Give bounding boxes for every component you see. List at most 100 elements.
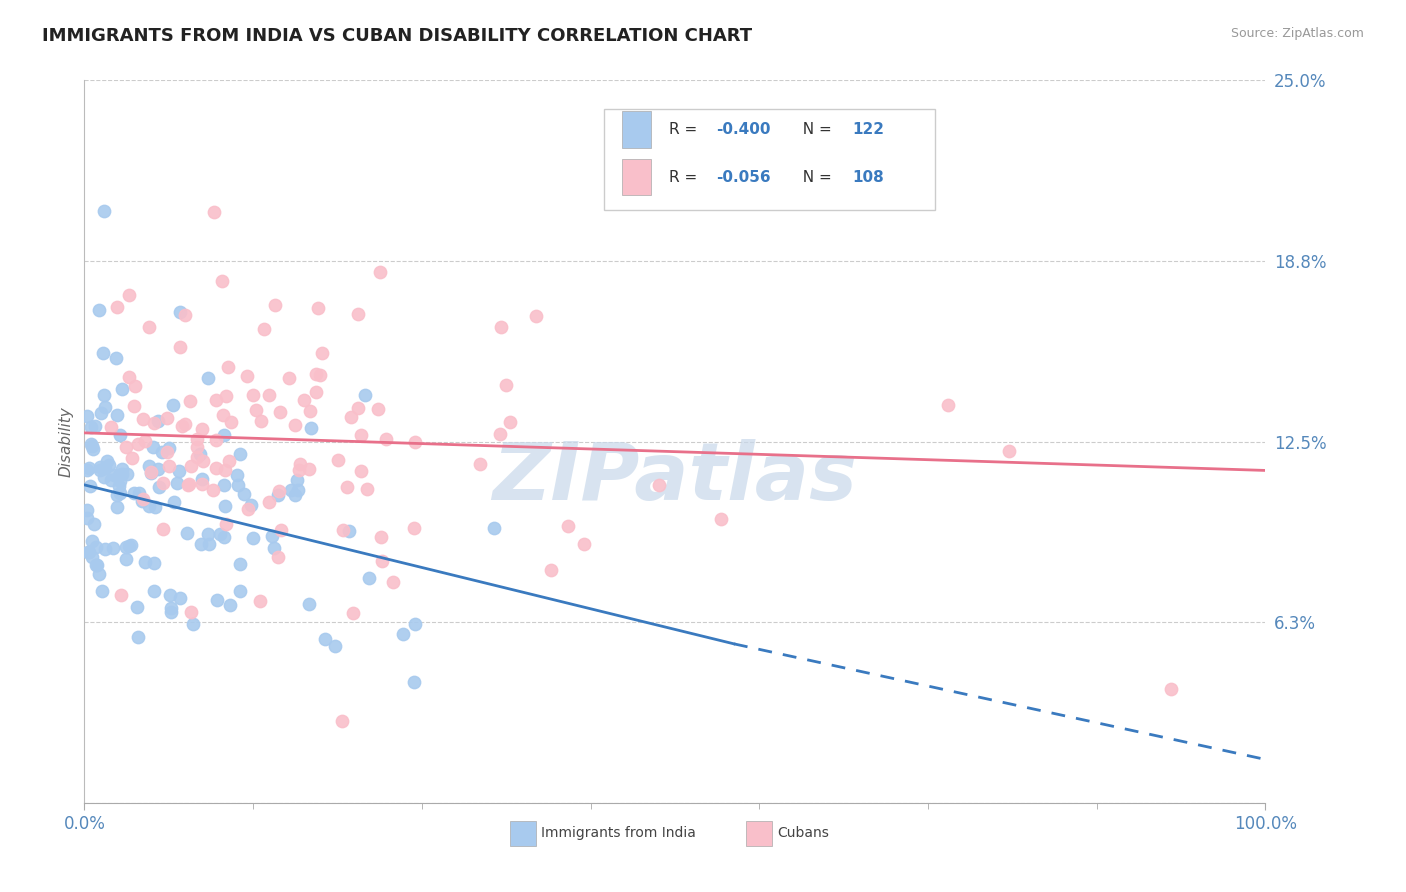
- Point: [217, 359, 239, 374]
- Point: [87, 303, 110, 318]
- Point: [339, 524, 361, 538]
- Point: [188, 447, 211, 461]
- Text: ZIPatlas: ZIPatlas: [492, 439, 858, 516]
- Point: [128, 486, 150, 500]
- Point: [269, 405, 291, 419]
- Point: [242, 531, 264, 545]
- Point: [104, 351, 127, 365]
- Y-axis label: Disability: Disability: [58, 406, 73, 477]
- Point: [249, 594, 271, 608]
- Point: [108, 474, 131, 488]
- Point: [94, 401, 117, 415]
- Point: [270, 523, 292, 537]
- Point: [191, 472, 214, 486]
- Point: [212, 530, 235, 544]
- Text: Source: ZipAtlas.com: Source: ZipAtlas.com: [1230, 27, 1364, 40]
- Point: [150, 445, 173, 459]
- Point: [93, 204, 115, 219]
- Point: [143, 500, 166, 515]
- Point: [139, 465, 162, 479]
- Point: [155, 411, 177, 425]
- Point: [648, 478, 671, 492]
- Point: [207, 593, 229, 607]
- Point: [212, 477, 235, 491]
- Point: [84, 540, 107, 554]
- Point: [91, 346, 114, 360]
- Point: [121, 450, 143, 465]
- Point: [998, 444, 1021, 458]
- Point: [142, 417, 165, 431]
- Point: [132, 491, 155, 506]
- Point: [311, 345, 333, 359]
- Point: [280, 483, 302, 497]
- Point: [1160, 682, 1182, 697]
- Point: [257, 495, 280, 509]
- Text: Immigrants from India: Immigrants from India: [541, 826, 696, 840]
- Point: [82, 442, 104, 457]
- Point: [193, 453, 215, 467]
- Point: [142, 583, 165, 598]
- Point: [253, 321, 276, 335]
- Point: [107, 467, 129, 482]
- Point: [156, 445, 179, 459]
- Text: N =: N =: [793, 169, 837, 185]
- Point: [105, 408, 128, 422]
- Point: [190, 477, 212, 491]
- Point: [197, 536, 219, 550]
- Point: [94, 461, 117, 475]
- Point: [215, 516, 238, 531]
- Point: [214, 499, 236, 513]
- Point: [107, 479, 129, 493]
- Point: [127, 630, 149, 644]
- Point: [84, 418, 107, 433]
- Point: [215, 389, 238, 403]
- Point: [79, 479, 101, 493]
- Point: [710, 512, 733, 526]
- Point: [186, 432, 208, 446]
- Point: [110, 382, 132, 396]
- Point: [245, 403, 267, 417]
- Text: 108: 108: [852, 169, 884, 185]
- Point: [356, 483, 378, 497]
- Point: [374, 433, 396, 447]
- Point: [170, 418, 193, 433]
- Point: [267, 550, 290, 565]
- Point: [90, 406, 112, 420]
- Point: [357, 571, 380, 585]
- Point: [179, 476, 201, 491]
- Point: [226, 467, 249, 482]
- Point: [76, 545, 98, 559]
- Point: [201, 483, 224, 497]
- Point: [76, 503, 98, 517]
- Point: [205, 461, 228, 475]
- Point: [288, 463, 311, 477]
- Point: [226, 478, 249, 492]
- Point: [298, 462, 321, 476]
- Point: [105, 488, 128, 502]
- Point: [76, 463, 98, 477]
- Point: [141, 467, 163, 481]
- Point: [229, 583, 252, 598]
- Point: [176, 478, 198, 492]
- Point: [169, 591, 191, 606]
- Point: [157, 442, 180, 456]
- Point: [468, 457, 491, 471]
- Point: [277, 371, 299, 385]
- Point: [174, 417, 197, 431]
- Point: [332, 523, 354, 537]
- Point: [381, 574, 404, 589]
- Text: N =: N =: [793, 122, 837, 137]
- Point: [495, 378, 517, 392]
- Point: [294, 393, 316, 408]
- Point: [371, 554, 394, 568]
- Point: [240, 498, 263, 512]
- Point: [117, 287, 139, 301]
- Point: [89, 463, 111, 477]
- Point: [404, 434, 426, 449]
- Point: [180, 605, 202, 619]
- Point: [138, 459, 160, 474]
- Point: [208, 527, 231, 541]
- Point: [131, 494, 153, 508]
- Point: [83, 516, 105, 531]
- Point: [79, 419, 101, 434]
